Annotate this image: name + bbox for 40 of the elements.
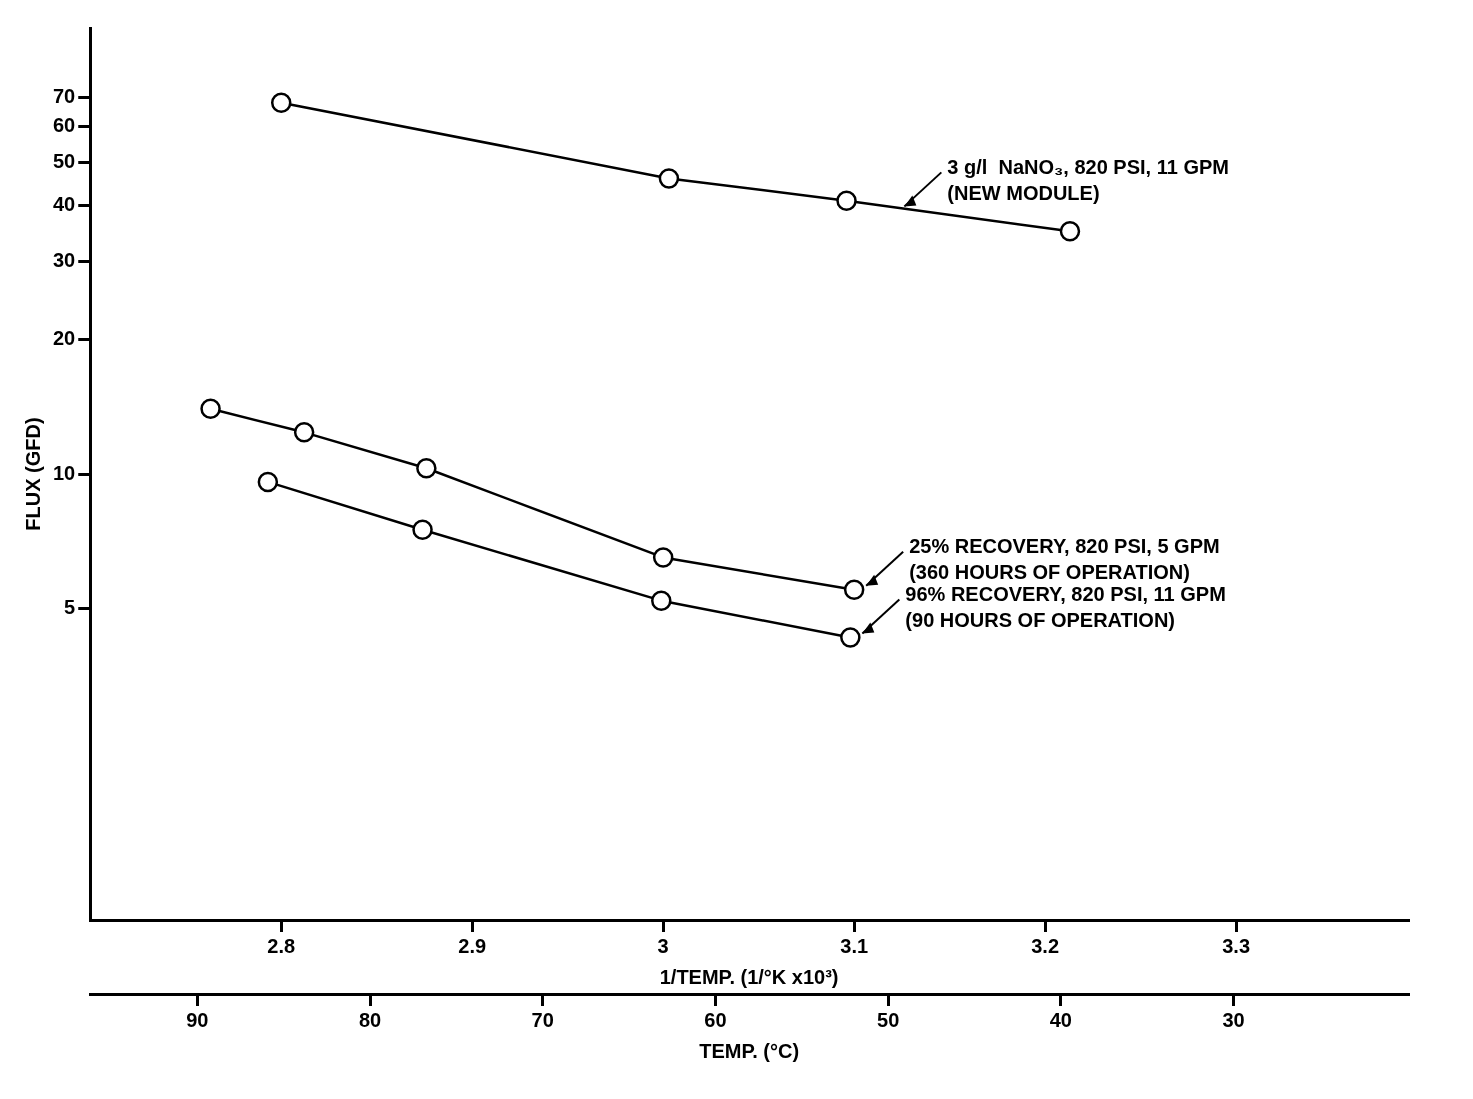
x2-tick-label: 40 — [1049, 1008, 1072, 1031]
point — [652, 547, 674, 568]
x-tick-label: 3.3 — [1222, 934, 1251, 957]
point — [257, 471, 279, 493]
x2-tick-label: 60 — [704, 1008, 727, 1031]
y-tick-label: 60 — [53, 114, 76, 137]
x-tick-label: 2.8 — [267, 934, 296, 957]
x-tick-label: 3 — [657, 934, 669, 957]
y-tick-label: 70 — [53, 84, 76, 107]
x-tick-label: 3.1 — [840, 934, 869, 957]
point — [840, 627, 861, 648]
y-axis-title: FLUX (GFD) — [21, 417, 44, 531]
annotation: 96% RECOVERY, 820 PSI, 11 GPM (90 HOURS OF OPERATION) — [905, 582, 1226, 631]
y-tick-label: 20 — [53, 327, 76, 350]
point — [1059, 221, 1081, 242]
point — [836, 190, 857, 211]
point — [200, 398, 221, 420]
x-axis-title: 1/TEMP. (1/°K x10³) — [659, 965, 839, 988]
annotation: 3 g/l NaNO₃, 820 PSI, 11 GPM (NEW MODULE) — [947, 155, 1229, 204]
x-tick-label: 3.2 — [1031, 934, 1060, 957]
point — [270, 92, 292, 113]
x-tick-label: 2.9 — [458, 934, 487, 957]
point — [843, 579, 865, 601]
point — [651, 590, 672, 611]
x2-tick-label: 70 — [531, 1008, 554, 1031]
x2-tick-label: 30 — [1222, 1008, 1245, 1031]
annotation: 25% RECOVERY, 820 PSI, 5 GPM (360 HOURS OF OPERATION) — [909, 535, 1220, 584]
point — [293, 422, 315, 443]
y-tick-label: 50 — [53, 149, 76, 172]
x2-tick-label: 80 — [358, 1008, 382, 1031]
y-tick-label: 5 — [64, 595, 76, 618]
y-tick-label: 30 — [53, 248, 76, 271]
point — [412, 519, 433, 540]
y-tick-label: 10 — [53, 461, 76, 484]
point — [416, 458, 437, 479]
x2-axis-title: TEMP. (°C) — [699, 1039, 800, 1062]
x2-tick-label: 90 — [186, 1008, 209, 1031]
point — [658, 168, 680, 189]
x2-tick-label: 50 — [877, 1008, 900, 1031]
y-tick-label: 40 — [53, 193, 76, 215]
